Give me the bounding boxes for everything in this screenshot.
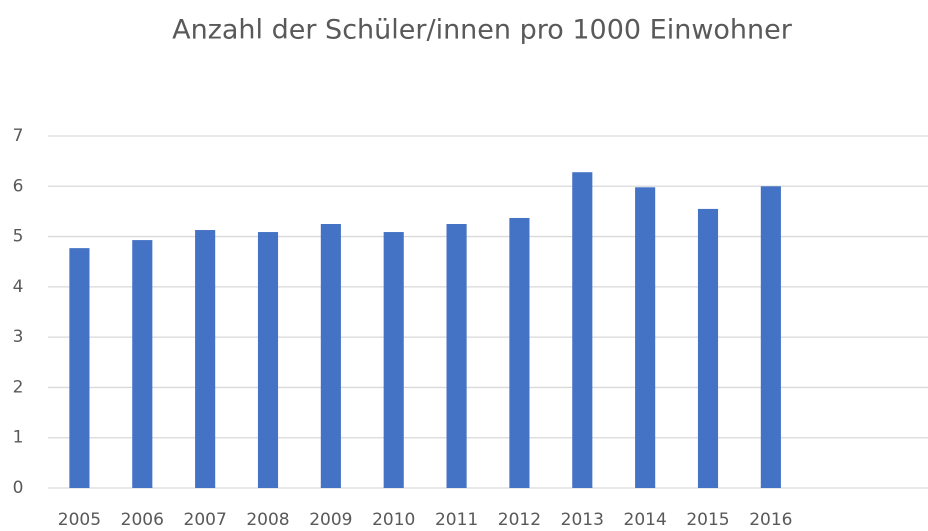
y-tick-label: 0 <box>13 478 24 498</box>
bar <box>446 224 467 488</box>
bar <box>383 232 404 488</box>
y-tick-label: 6 <box>13 176 24 196</box>
bar <box>760 186 781 489</box>
bar <box>195 230 216 488</box>
y-tick-label: 7 <box>13 126 24 146</box>
bar <box>635 187 656 488</box>
bar <box>132 240 153 488</box>
x-tick-label: 2010 <box>372 510 415 530</box>
y-tick-label: 2 <box>13 377 24 397</box>
x-tick-label: 2013 <box>561 510 604 530</box>
x-tick-label: 2007 <box>184 510 227 530</box>
bar <box>572 172 593 488</box>
x-tick-label: 2011 <box>435 510 478 530</box>
x-tick-label: 2005 <box>58 510 101 530</box>
x-tick-label: 2015 <box>686 510 729 530</box>
y-tick-label: 5 <box>13 227 24 247</box>
x-tick-label: 2006 <box>121 510 164 530</box>
x-tick-label: 2012 <box>498 510 541 530</box>
bar <box>257 232 279 488</box>
y-tick-label: 4 <box>13 277 24 297</box>
x-tick-label: 2008 <box>246 510 289 530</box>
y-tick-label: 3 <box>13 327 24 347</box>
y-tick-label: 1 <box>13 428 24 448</box>
x-tick-label: 2014 <box>624 510 667 530</box>
chart-title: Anzahl der Schüler/innen pro 1000 Einwoh… <box>172 15 793 46</box>
bar <box>320 224 341 488</box>
x-tick-label: 2016 <box>749 510 792 530</box>
x-tick-label: 2009 <box>309 510 352 530</box>
bar <box>509 217 530 489</box>
bar <box>697 208 719 488</box>
bar <box>69 248 90 488</box>
